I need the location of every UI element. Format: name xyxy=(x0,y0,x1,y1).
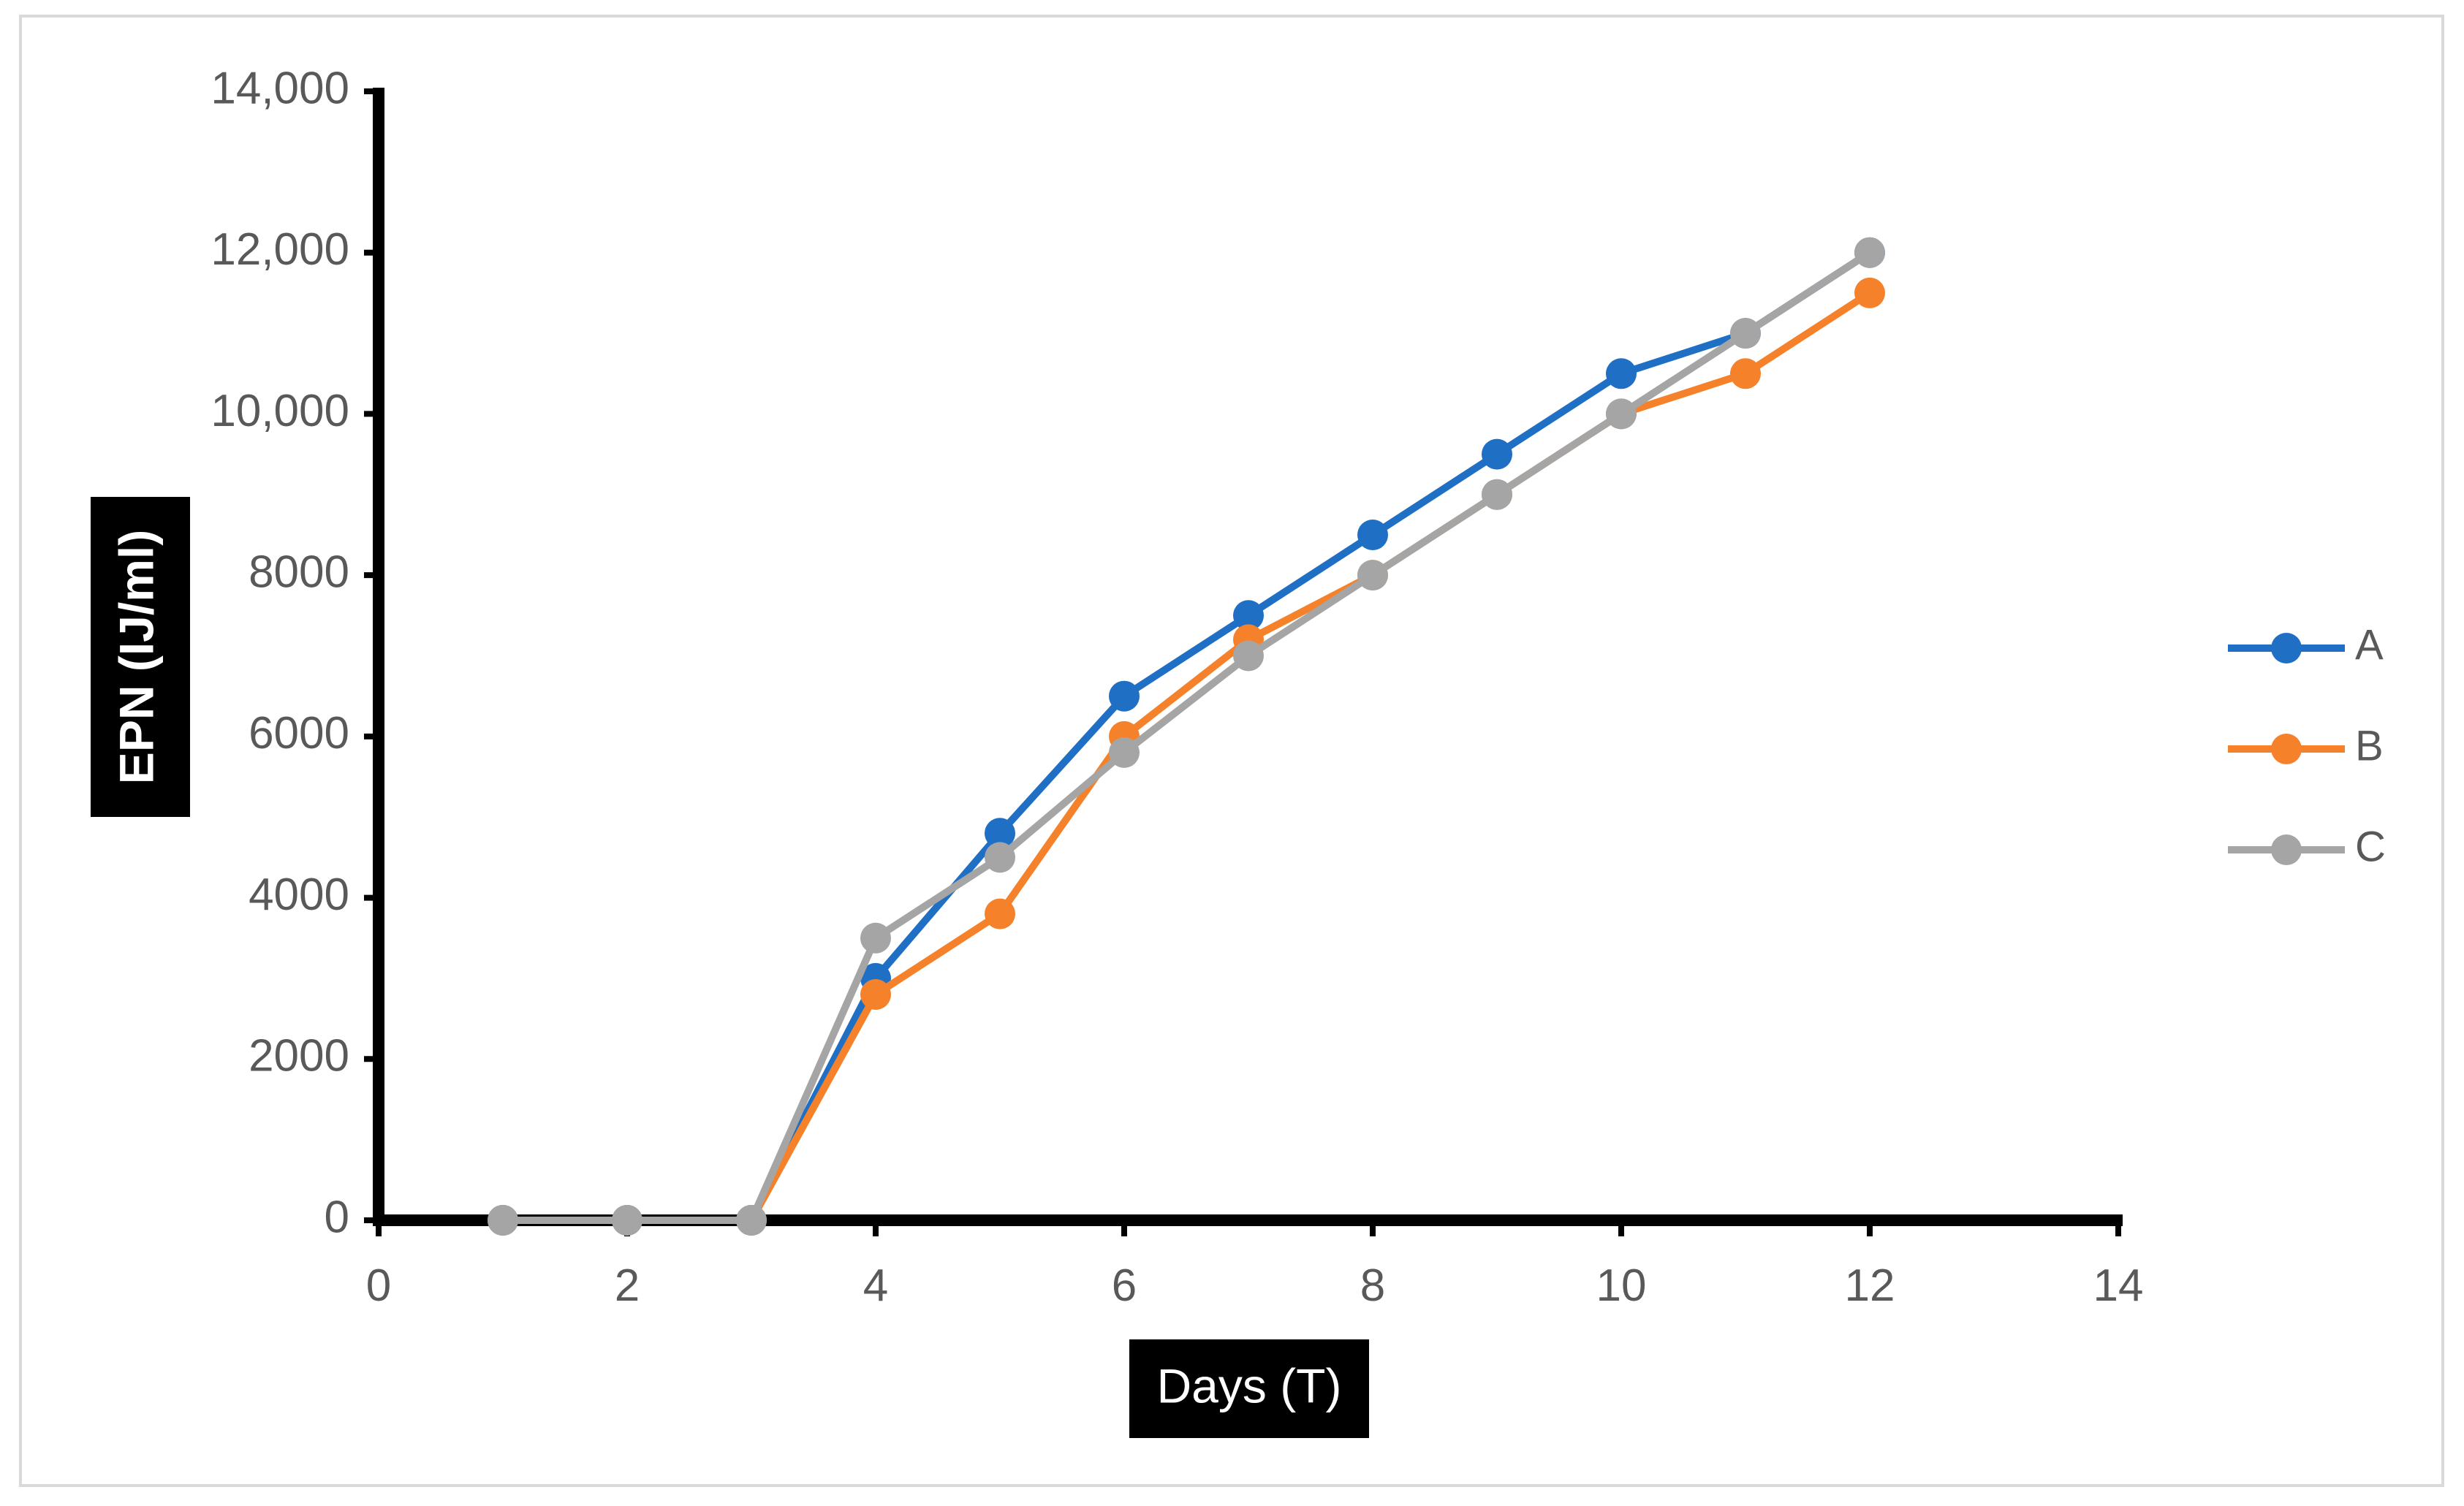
x-tick-label: 14 xyxy=(2093,1260,2144,1311)
x-tick-label: 0 xyxy=(366,1260,391,1311)
data-point xyxy=(1357,560,1388,591)
data-point xyxy=(1854,237,1885,268)
y-tick-label: 14,000 xyxy=(211,63,349,113)
x-tick-label: 4 xyxy=(863,1260,888,1311)
data-point xyxy=(860,979,891,1010)
y-axis-title-text: EPN (IJ/ml) xyxy=(109,530,163,784)
legend-item-B: B xyxy=(2228,722,2384,769)
x-tick-label: 6 xyxy=(1112,1260,1137,1311)
x-tick-label: 10 xyxy=(1596,1260,1647,1311)
data-point xyxy=(612,1205,642,1236)
chart-frame xyxy=(19,15,2444,1487)
legend-item-A: A xyxy=(2228,621,2384,669)
data-point xyxy=(1606,358,1637,389)
x-tick-label: 2 xyxy=(615,1260,640,1311)
series-lines xyxy=(488,237,1885,1236)
x-axis-title-text: Days (T) xyxy=(1157,1358,1342,1412)
legend-label: B xyxy=(2355,722,2384,769)
y-tick-label: 4000 xyxy=(249,870,349,920)
series-line xyxy=(503,249,1872,1224)
legend-label: A xyxy=(2355,621,2384,669)
data-point xyxy=(985,818,1015,849)
tick-labels: 0 2000 4000 6000 8000 10,000 12,000 14,000 0 2 4 6 8… xyxy=(211,63,2143,1311)
data-point xyxy=(985,898,1015,929)
data-point xyxy=(1730,358,1761,389)
y-tick-label: 12,000 xyxy=(211,224,349,275)
data-point xyxy=(1606,398,1637,430)
x-axis-title-box xyxy=(1129,1339,1369,1438)
y-axis-title-box xyxy=(91,497,190,817)
y-tick-label: 10,000 xyxy=(211,386,349,436)
series-line xyxy=(503,289,1872,1224)
data-point xyxy=(736,1205,767,1236)
y-tick-label: 0 xyxy=(325,1192,349,1242)
data-point xyxy=(1482,479,1512,510)
y-tick-label: 2000 xyxy=(249,1031,349,1081)
data-point xyxy=(1109,680,1140,712)
legend-marker xyxy=(2271,633,2302,663)
data-point xyxy=(1357,520,1388,550)
y-tick-label: 6000 xyxy=(249,708,349,758)
data-point xyxy=(1730,318,1761,349)
data-point xyxy=(1482,438,1512,470)
data-point xyxy=(1854,277,1885,308)
x-tick-label: 12 xyxy=(1845,1260,1895,1311)
x-tick-label: 8 xyxy=(1360,1260,1385,1311)
series-C xyxy=(488,237,1885,1236)
series-A xyxy=(488,237,1885,1236)
y-axis-title: EPN (IJ/ml) xyxy=(91,497,190,817)
y-tick-label: 8000 xyxy=(249,547,349,598)
data-point xyxy=(1233,600,1264,631)
data-point xyxy=(1109,737,1140,768)
legend: A B C xyxy=(2228,621,2386,870)
legend-marker xyxy=(2271,734,2302,764)
data-point xyxy=(985,842,1015,873)
series-B xyxy=(488,277,1885,1236)
legend-marker xyxy=(2271,834,2302,865)
legend-item-C: C xyxy=(2228,823,2386,870)
data-point xyxy=(488,1205,518,1236)
x-axis-title: Days (T) xyxy=(1129,1339,1369,1438)
data-point xyxy=(1233,640,1264,672)
legend-label: C xyxy=(2355,823,2386,870)
data-point xyxy=(860,922,891,954)
